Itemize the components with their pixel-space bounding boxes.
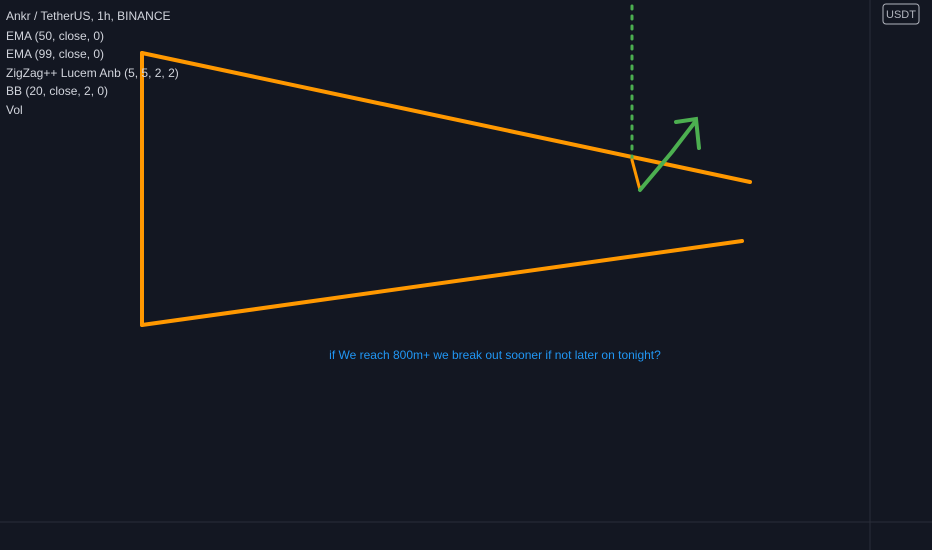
currency[interactable]: USDT xyxy=(886,9,916,21)
legend-entry: Vol xyxy=(6,103,23,117)
legend: Ankr / TetherUS, 1h, BINANCE EMA (50, cl… xyxy=(6,9,179,117)
legend-entry: EMA (99, close, 0) xyxy=(6,47,104,61)
arrow xyxy=(638,120,697,192)
drawings xyxy=(140,4,752,327)
projection xyxy=(630,158,642,192)
annotation: if We reach 800m+ we break out sooner if… xyxy=(329,348,661,362)
currency-box[interactable] xyxy=(882,3,920,25)
legend-entry: EMA (50, close, 0) xyxy=(6,29,104,43)
arrow-head xyxy=(674,116,701,150)
legend-entry: BB (20, close, 2, 0) xyxy=(6,84,108,98)
title: Ankr / TetherUS, 1h, BINANCE xyxy=(6,9,171,23)
trend-line xyxy=(140,239,744,327)
legend-entry: ZigZag++ Lucem Anb (5, 5, 2, 2) xyxy=(6,66,179,80)
trend-line xyxy=(140,51,752,184)
